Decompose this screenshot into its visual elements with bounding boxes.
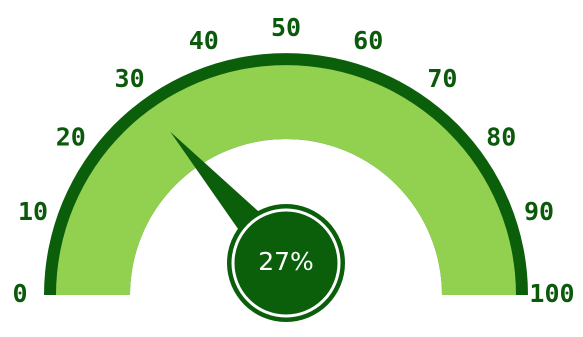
gauge-hub xyxy=(227,204,345,322)
gauge-readout: 27% xyxy=(258,247,314,276)
tick-label: 50 xyxy=(271,13,301,42)
tick-label: 0 xyxy=(12,279,27,308)
tick-label: 60 xyxy=(353,26,383,55)
tick-label: 70 xyxy=(427,64,457,93)
gauge-band xyxy=(56,65,516,295)
tick-label: 30 xyxy=(115,64,145,93)
tick-label: 100 xyxy=(529,279,574,308)
gauge-tick-labels: 0 10 20 30 40 50 60 70 80 90 100 xyxy=(12,13,574,308)
tick-label: 80 xyxy=(486,123,516,152)
tick-label: 10 xyxy=(18,197,48,226)
tick-label: 20 xyxy=(56,123,86,152)
tick-label: 90 xyxy=(524,197,554,226)
gauge-hub-ring xyxy=(231,208,341,318)
tick-label: 40 xyxy=(189,26,219,55)
